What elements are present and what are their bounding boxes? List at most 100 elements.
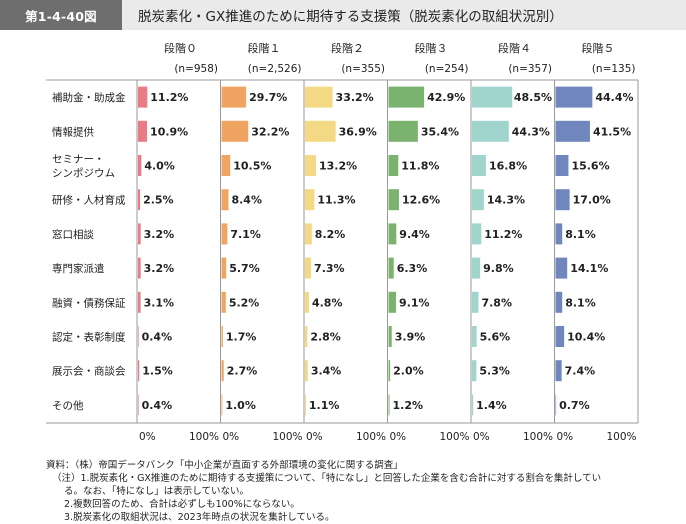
bar: [555, 326, 565, 347]
data-label: 7.4%: [565, 365, 596, 378]
bar: [138, 223, 141, 245]
data-label: 5.6%: [480, 331, 511, 344]
bar: [221, 155, 231, 176]
axis-tick-label: 0%: [139, 431, 156, 443]
data-label: 16.8%: [489, 160, 527, 173]
data-label: 11.8%: [401, 160, 439, 173]
category-label: 研修・人材育成: [52, 194, 126, 207]
title-bar: 第1-4-40図 脱炭素化・GX推進のために期待する支援策（脱炭素化の取組状況別…: [0, 0, 686, 30]
bar: [305, 326, 308, 347]
data-label: 33.2%: [336, 91, 374, 104]
data-label: 5.2%: [229, 296, 260, 309]
axis-tick-label: 100%: [439, 431, 469, 443]
data-label: 1.7%: [226, 331, 257, 344]
bar: [472, 257, 481, 279]
data-label: 7.8%: [481, 296, 512, 309]
data-label: 10.9%: [150, 125, 188, 138]
bar: [555, 86, 593, 108]
data-label: 10.5%: [233, 160, 271, 173]
bar: [472, 394, 474, 416]
bar: [388, 223, 397, 245]
notes: 資料：（株）帝国データバンク「中小企業が直面する外部環境の変化に関する調査」 （…: [46, 459, 676, 524]
note-2: 2.複数回答のため、合計は必ずしも100%にならない。: [64, 499, 300, 510]
data-label: 0.4%: [142, 399, 173, 412]
bar: [305, 223, 312, 245]
data-label: 1.5%: [142, 365, 173, 378]
bar: [221, 257, 227, 279]
panel-n: (n=355): [341, 63, 385, 75]
data-label: 4.8%: [312, 296, 343, 309]
data-label: 8.1%: [565, 296, 596, 309]
data-label: 3.2%: [144, 228, 175, 241]
category-label: 専門家派遣: [52, 262, 105, 275]
bar: [472, 291, 479, 313]
data-label: 1.4%: [476, 399, 507, 412]
note-1: （注）1.脱炭素化・GX推進のために期待する支援策について、「特になし」と回答し…: [52, 473, 602, 484]
bar: [138, 326, 139, 347]
data-label: 42.9%: [427, 91, 465, 104]
bar: [555, 257, 568, 279]
bar: [472, 120, 509, 142]
data-label: 48.5%: [514, 91, 552, 104]
bar: [472, 223, 482, 245]
data-label: 2.8%: [310, 331, 341, 344]
data-label: 8.2%: [315, 228, 346, 241]
axis-tick-label: 100%: [189, 431, 219, 443]
category-label: 窓口相談: [52, 228, 94, 241]
note-1-continued: る。なお、「特になし」は表示していない。: [64, 486, 249, 497]
panel-title: 段階４: [498, 41, 531, 55]
axis-tick-label: 0%: [557, 431, 574, 443]
axis-tick-label: 100%: [523, 431, 553, 443]
bar: [472, 326, 477, 347]
data-label: 8.4%: [231, 194, 262, 207]
data-label: 14.1%: [570, 262, 608, 275]
data-label: 29.7%: [249, 91, 287, 104]
bar: [388, 360, 391, 382]
data-label: 35.4%: [421, 125, 459, 138]
panel-n: (n=357): [508, 63, 552, 75]
bar-chart: 補助金・助成金情報提供セミナー・シンポジウム研修・人材育成窓口相談専門家派遣融資…: [46, 41, 639, 443]
data-label: 7.3%: [314, 262, 345, 275]
panel-n: (n=254): [425, 63, 469, 75]
category-label: 展示会・商談会: [52, 365, 126, 378]
axis-tick-label: 100%: [606, 431, 636, 443]
data-label: 9.8%: [483, 262, 514, 275]
axis-tick-label: 100%: [356, 431, 386, 443]
category-label: 情報提供: [52, 125, 94, 138]
bar: [388, 189, 399, 211]
bar: [472, 360, 477, 382]
data-label: 8.1%: [565, 228, 596, 241]
bar: [221, 86, 247, 108]
bar: [305, 155, 316, 176]
bar: [472, 155, 486, 176]
bar: [472, 86, 513, 108]
bar: [138, 155, 142, 176]
data-label: 7.1%: [230, 228, 261, 241]
data-label: 2.5%: [143, 194, 174, 207]
category-label: 融資・債務保証: [52, 296, 126, 309]
axis-tick-label: 0%: [390, 431, 407, 443]
data-label: 32.2%: [251, 125, 289, 138]
panel-title: 段階５: [582, 41, 615, 55]
panel-title: 段階２: [331, 41, 364, 55]
panel-n: (n=2,526): [248, 63, 302, 75]
data-label: 3.2%: [144, 262, 175, 275]
bar: [138, 86, 148, 108]
bar: [388, 155, 399, 176]
panel-title: 段階３: [415, 41, 448, 55]
data-label: 15.6%: [571, 160, 609, 173]
data-label: 2.7%: [227, 365, 258, 378]
data-label: 11.2%: [150, 91, 188, 104]
figure-number: 第1-4-40図: [0, 0, 122, 30]
data-label: 2.0%: [393, 365, 424, 378]
bar: [138, 120, 148, 142]
data-label: 1.2%: [392, 399, 423, 412]
bar: [388, 120, 418, 142]
bar: [555, 291, 563, 313]
data-label: 13.2%: [319, 160, 357, 173]
bar: [138, 360, 140, 382]
data-label: 41.5%: [593, 125, 631, 138]
category-label: その他: [52, 399, 84, 412]
axis-tick-label: 100%: [272, 431, 302, 443]
bar: [138, 291, 141, 313]
